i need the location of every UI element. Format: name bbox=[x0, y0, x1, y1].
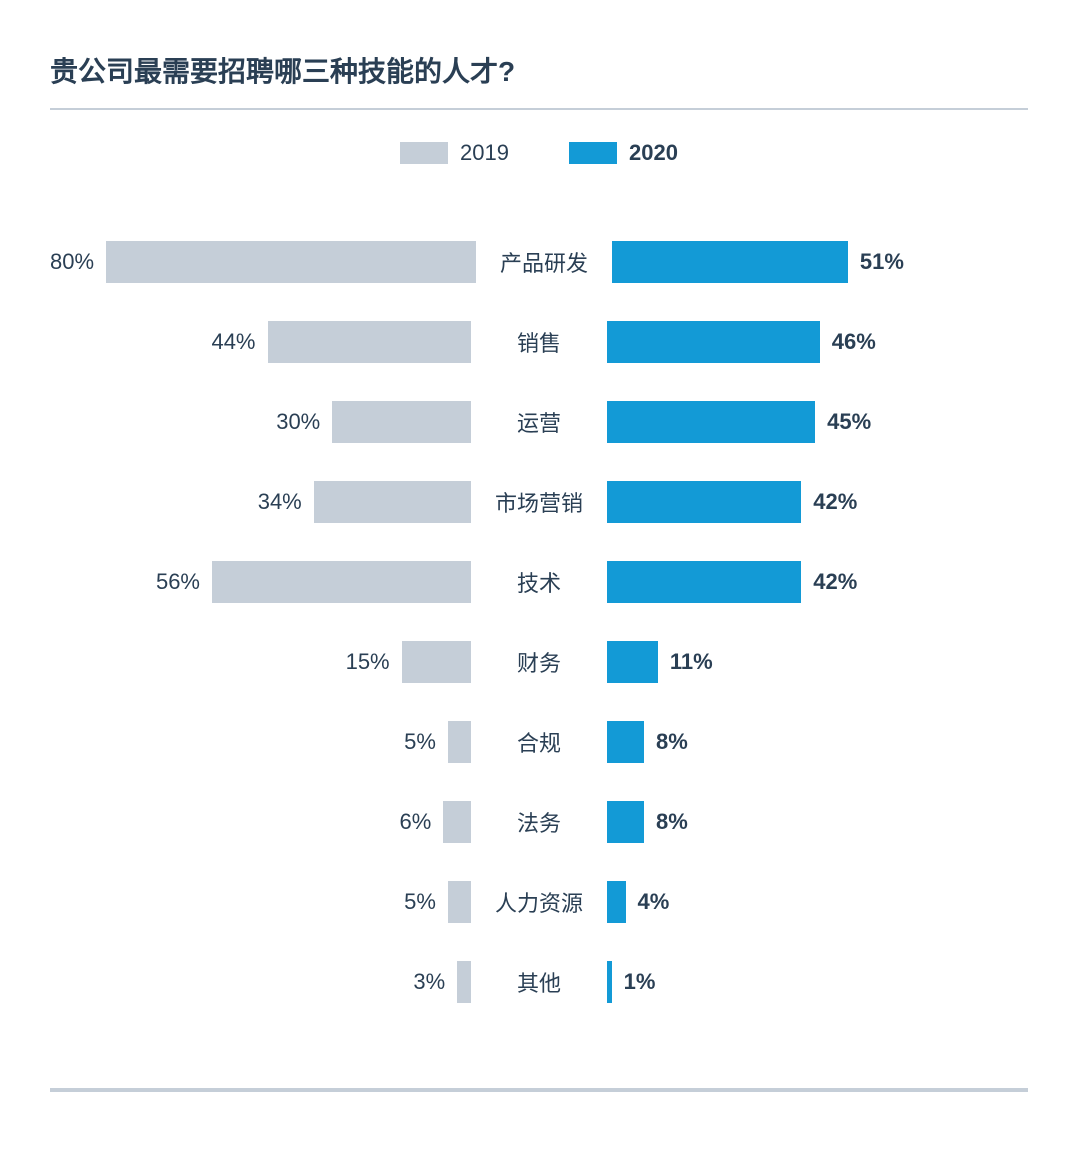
chart-title: 贵公司最需要招聘哪三种技能的人才? bbox=[50, 50, 1028, 90]
category-label: 法务 bbox=[479, 806, 599, 838]
left-side: 15% bbox=[50, 641, 479, 683]
chart-row: 80% 产品研发 51% bbox=[50, 236, 1028, 288]
left-value-label: 5% bbox=[404, 889, 436, 915]
right-value-label: 42% bbox=[813, 489, 857, 515]
top-divider bbox=[50, 108, 1028, 110]
legend-item-2020: 2020 bbox=[569, 140, 678, 166]
left-value-label: 30% bbox=[276, 409, 320, 435]
left-side: 30% bbox=[50, 401, 479, 443]
right-value-label: 11% bbox=[670, 649, 713, 675]
left-bar bbox=[443, 801, 471, 843]
right-side: 42% bbox=[599, 561, 1028, 603]
category-label: 人力资源 bbox=[479, 886, 599, 918]
right-bar bbox=[607, 881, 626, 923]
right-bar bbox=[607, 561, 801, 603]
chart-row: 3% 其他 1% bbox=[50, 956, 1028, 1008]
right-bar bbox=[607, 961, 612, 1003]
left-bar bbox=[457, 961, 471, 1003]
right-value-label: 8% bbox=[656, 809, 688, 835]
chart-row: 56% 技术 42% bbox=[50, 556, 1028, 608]
right-value-label: 8% bbox=[656, 729, 688, 755]
right-bar bbox=[607, 481, 801, 523]
legend-label-2019: 2019 bbox=[460, 140, 509, 166]
right-side: 45% bbox=[599, 401, 1028, 443]
chart-row: 15% 财务 11% bbox=[50, 636, 1028, 688]
left-value-label: 3% bbox=[413, 969, 445, 995]
right-side: 4% bbox=[599, 881, 1028, 923]
category-label: 产品研发 bbox=[484, 246, 604, 278]
left-side: 6% bbox=[50, 801, 479, 843]
right-side: 1% bbox=[599, 961, 1028, 1003]
right-bar bbox=[612, 241, 848, 283]
category-label: 销售 bbox=[479, 326, 599, 358]
category-label: 技术 bbox=[479, 566, 599, 598]
right-bar bbox=[607, 321, 820, 363]
right-value-label: 51% bbox=[860, 249, 904, 275]
right-bar bbox=[607, 801, 644, 843]
legend-label-2020: 2020 bbox=[629, 140, 678, 166]
diverging-bar-chart: 80% 产品研发 51% 44% 销售 46% 30% 运营 45% 34% 市场营销 42% 56% 技… bbox=[50, 236, 1028, 1008]
right-value-label: 46% bbox=[832, 329, 876, 355]
left-value-label: 6% bbox=[399, 809, 431, 835]
right-bar bbox=[607, 641, 658, 683]
legend-item-2019: 2019 bbox=[400, 140, 509, 166]
left-value-label: 80% bbox=[50, 249, 94, 275]
category-label: 合规 bbox=[479, 726, 599, 758]
left-value-label: 5% bbox=[404, 729, 436, 755]
left-side: 80% bbox=[50, 241, 484, 283]
left-bar bbox=[448, 721, 471, 763]
category-label: 财务 bbox=[479, 646, 599, 678]
left-bar bbox=[268, 321, 472, 363]
left-side: 44% bbox=[50, 321, 479, 363]
legend-swatch-2019 bbox=[400, 142, 448, 164]
legend: 2019 2020 bbox=[50, 140, 1028, 166]
right-value-label: 45% bbox=[827, 409, 871, 435]
category-label: 运营 bbox=[479, 406, 599, 438]
legend-swatch-2020 bbox=[569, 142, 617, 164]
left-bar bbox=[332, 401, 471, 443]
left-bar bbox=[448, 881, 471, 923]
left-bar bbox=[402, 641, 471, 683]
chart-row: 30% 运营 45% bbox=[50, 396, 1028, 448]
right-side: 11% bbox=[599, 641, 1028, 683]
right-value-label: 4% bbox=[638, 889, 670, 915]
right-side: 42% bbox=[599, 481, 1028, 523]
left-value-label: 44% bbox=[211, 329, 255, 355]
right-side: 8% bbox=[599, 801, 1028, 843]
chart-row: 44% 销售 46% bbox=[50, 316, 1028, 368]
right-side: 51% bbox=[604, 241, 1028, 283]
right-value-label: 1% bbox=[624, 969, 656, 995]
left-value-label: 56% bbox=[156, 569, 200, 595]
chart-row: 5% 人力资源 4% bbox=[50, 876, 1028, 928]
right-side: 46% bbox=[599, 321, 1028, 363]
chart-row: 6% 法务 8% bbox=[50, 796, 1028, 848]
left-value-label: 15% bbox=[346, 649, 390, 675]
left-side: 5% bbox=[50, 721, 479, 763]
right-bar bbox=[607, 721, 644, 763]
left-bar bbox=[212, 561, 471, 603]
category-label: 其他 bbox=[479, 966, 599, 998]
left-side: 56% bbox=[50, 561, 479, 603]
left-bar bbox=[106, 241, 476, 283]
left-value-label: 34% bbox=[258, 489, 302, 515]
left-side: 34% bbox=[50, 481, 479, 523]
category-label: 市场营销 bbox=[479, 486, 599, 518]
chart-row: 34% 市场营销 42% bbox=[50, 476, 1028, 528]
bottom-divider bbox=[50, 1088, 1028, 1092]
right-side: 8% bbox=[599, 721, 1028, 763]
left-bar bbox=[314, 481, 471, 523]
left-side: 3% bbox=[50, 961, 479, 1003]
left-side: 5% bbox=[50, 881, 479, 923]
chart-row: 5% 合规 8% bbox=[50, 716, 1028, 768]
right-value-label: 42% bbox=[813, 569, 857, 595]
right-bar bbox=[607, 401, 815, 443]
